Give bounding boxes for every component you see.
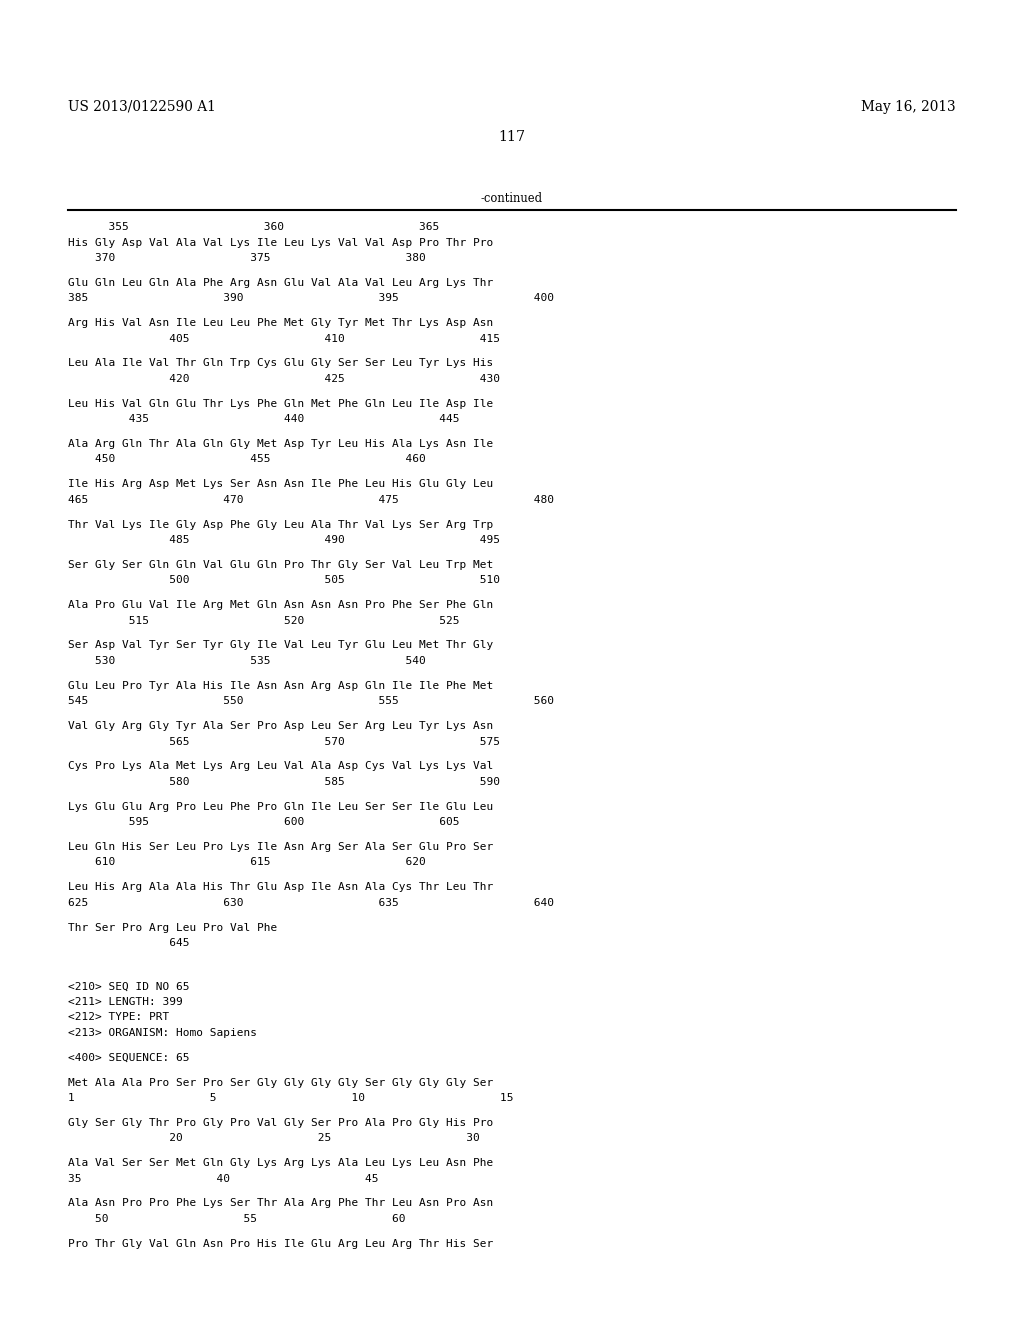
Text: 35                    40                    45: 35 40 45 <box>68 1173 379 1184</box>
Text: Met Ala Ala Pro Ser Pro Ser Gly Gly Gly Gly Ser Gly Gly Gly Ser: Met Ala Ala Pro Ser Pro Ser Gly Gly Gly … <box>68 1077 494 1088</box>
Text: 435                    440                    445: 435 440 445 <box>68 414 460 424</box>
Text: Thr Ser Pro Arg Leu Pro Val Phe: Thr Ser Pro Arg Leu Pro Val Phe <box>68 923 278 933</box>
Text: Leu Ala Ile Val Thr Gln Trp Cys Glu Gly Ser Ser Leu Tyr Lys His: Leu Ala Ile Val Thr Gln Trp Cys Glu Gly … <box>68 359 494 368</box>
Text: Ala Pro Glu Val Ile Arg Met Gln Asn Asn Asn Pro Phe Ser Phe Gln: Ala Pro Glu Val Ile Arg Met Gln Asn Asn … <box>68 601 494 610</box>
Text: Glu Leu Pro Tyr Ala His Ile Asn Asn Arg Asp Gln Ile Ile Phe Met: Glu Leu Pro Tyr Ala His Ile Asn Asn Arg … <box>68 681 494 690</box>
Text: -continued: -continued <box>481 191 543 205</box>
Text: <211> LENGTH: 399: <211> LENGTH: 399 <box>68 997 182 1007</box>
Text: Pro Thr Gly Val Gln Asn Pro His Ile Glu Arg Leu Arg Thr His Ser: Pro Thr Gly Val Gln Asn Pro His Ile Glu … <box>68 1238 494 1249</box>
Text: His Gly Asp Val Ala Val Lys Ile Leu Lys Val Val Asp Pro Thr Pro: His Gly Asp Val Ala Val Lys Ile Leu Lys … <box>68 238 494 248</box>
Text: 530                    535                    540: 530 535 540 <box>68 656 426 667</box>
Text: Cys Pro Lys Ala Met Lys Arg Leu Val Ala Asp Cys Val Lys Lys Val: Cys Pro Lys Ala Met Lys Arg Leu Val Ala … <box>68 762 494 771</box>
Text: Lys Glu Glu Arg Pro Leu Phe Pro Gln Ile Leu Ser Ser Ile Glu Leu: Lys Glu Glu Arg Pro Leu Phe Pro Gln Ile … <box>68 801 494 812</box>
Text: Ala Arg Gln Thr Ala Gln Gly Met Asp Tyr Leu His Ala Lys Asn Ile: Ala Arg Gln Thr Ala Gln Gly Met Asp Tyr … <box>68 440 494 449</box>
Text: <210> SEQ ID NO 65: <210> SEQ ID NO 65 <box>68 982 189 991</box>
Text: 370                    375                    380: 370 375 380 <box>68 253 426 263</box>
Text: 420                    425                    430: 420 425 430 <box>68 374 500 384</box>
Text: Ser Asp Val Tyr Ser Tyr Gly Ile Val Leu Tyr Glu Leu Met Thr Gly: Ser Asp Val Tyr Ser Tyr Gly Ile Val Leu … <box>68 640 494 651</box>
Text: Ala Asn Pro Pro Phe Lys Ser Thr Ala Arg Phe Thr Leu Asn Pro Asn: Ala Asn Pro Pro Phe Lys Ser Thr Ala Arg … <box>68 1199 494 1209</box>
Text: Gly Ser Gly Thr Pro Gly Pro Val Gly Ser Pro Ala Pro Gly His Pro: Gly Ser Gly Thr Pro Gly Pro Val Gly Ser … <box>68 1118 494 1127</box>
Text: 20                    25                    30: 20 25 30 <box>68 1134 480 1143</box>
Text: <213> ORGANISM: Homo Sapiens: <213> ORGANISM: Homo Sapiens <box>68 1028 257 1038</box>
Text: Ala Val Ser Ser Met Gln Gly Lys Arg Lys Ala Leu Lys Leu Asn Phe: Ala Val Ser Ser Met Gln Gly Lys Arg Lys … <box>68 1158 494 1168</box>
Text: 645: 645 <box>68 939 189 948</box>
Text: 595                    600                    605: 595 600 605 <box>68 817 460 828</box>
Text: 117: 117 <box>499 129 525 144</box>
Text: 625                    630                    635                    640: 625 630 635 640 <box>68 898 554 908</box>
Text: May 16, 2013: May 16, 2013 <box>861 100 956 114</box>
Text: Leu His Val Gln Glu Thr Lys Phe Gln Met Phe Gln Leu Ile Asp Ile: Leu His Val Gln Glu Thr Lys Phe Gln Met … <box>68 399 494 409</box>
Text: 545                    550                    555                    560: 545 550 555 560 <box>68 696 554 706</box>
Text: 450                    455                    460: 450 455 460 <box>68 454 426 465</box>
Text: Val Gly Arg Gly Tyr Ala Ser Pro Asp Leu Ser Arg Leu Tyr Lys Asn: Val Gly Arg Gly Tyr Ala Ser Pro Asp Leu … <box>68 721 494 731</box>
Text: 50                    55                    60: 50 55 60 <box>68 1214 406 1224</box>
Text: 405                    410                    415: 405 410 415 <box>68 334 500 343</box>
Text: 1                    5                    10                    15: 1 5 10 15 <box>68 1093 513 1104</box>
Text: 355                    360                    365: 355 360 365 <box>68 222 439 232</box>
Text: Ser Gly Ser Gln Gln Val Glu Gln Pro Thr Gly Ser Val Leu Trp Met: Ser Gly Ser Gln Gln Val Glu Gln Pro Thr … <box>68 560 494 570</box>
Text: Arg His Val Asn Ile Leu Leu Phe Met Gly Tyr Met Thr Lys Asp Asn: Arg His Val Asn Ile Leu Leu Phe Met Gly … <box>68 318 494 329</box>
Text: US 2013/0122590 A1: US 2013/0122590 A1 <box>68 100 216 114</box>
Text: Glu Gln Leu Gln Ala Phe Arg Asn Glu Val Ala Val Leu Arg Lys Thr: Glu Gln Leu Gln Ala Phe Arg Asn Glu Val … <box>68 277 494 288</box>
Text: 500                    505                    510: 500 505 510 <box>68 576 500 585</box>
Text: 565                    570                    575: 565 570 575 <box>68 737 500 747</box>
Text: Ile His Arg Asp Met Lys Ser Asn Asn Ile Phe Leu His Glu Gly Leu: Ile His Arg Asp Met Lys Ser Asn Asn Ile … <box>68 479 494 490</box>
Text: 465                    470                    475                    480: 465 470 475 480 <box>68 495 554 504</box>
Text: 610                    615                    620: 610 615 620 <box>68 858 426 867</box>
Text: Leu His Arg Ala Ala His Thr Glu Asp Ile Asn Ala Cys Thr Leu Thr: Leu His Arg Ala Ala His Thr Glu Asp Ile … <box>68 882 494 892</box>
Text: 485                    490                    495: 485 490 495 <box>68 535 500 545</box>
Text: <212> TYPE: PRT: <212> TYPE: PRT <box>68 1012 169 1023</box>
Text: 515                    520                    525: 515 520 525 <box>68 615 460 626</box>
Text: Leu Gln His Ser Leu Pro Lys Ile Asn Arg Ser Ala Ser Glu Pro Ser: Leu Gln His Ser Leu Pro Lys Ile Asn Arg … <box>68 842 494 851</box>
Text: Thr Val Lys Ile Gly Asp Phe Gly Leu Ala Thr Val Lys Ser Arg Trp: Thr Val Lys Ile Gly Asp Phe Gly Leu Ala … <box>68 520 494 529</box>
Text: 385                    390                    395                    400: 385 390 395 400 <box>68 293 554 304</box>
Text: 580                    585                    590: 580 585 590 <box>68 777 500 787</box>
Text: <400> SEQUENCE: 65: <400> SEQUENCE: 65 <box>68 1053 189 1063</box>
